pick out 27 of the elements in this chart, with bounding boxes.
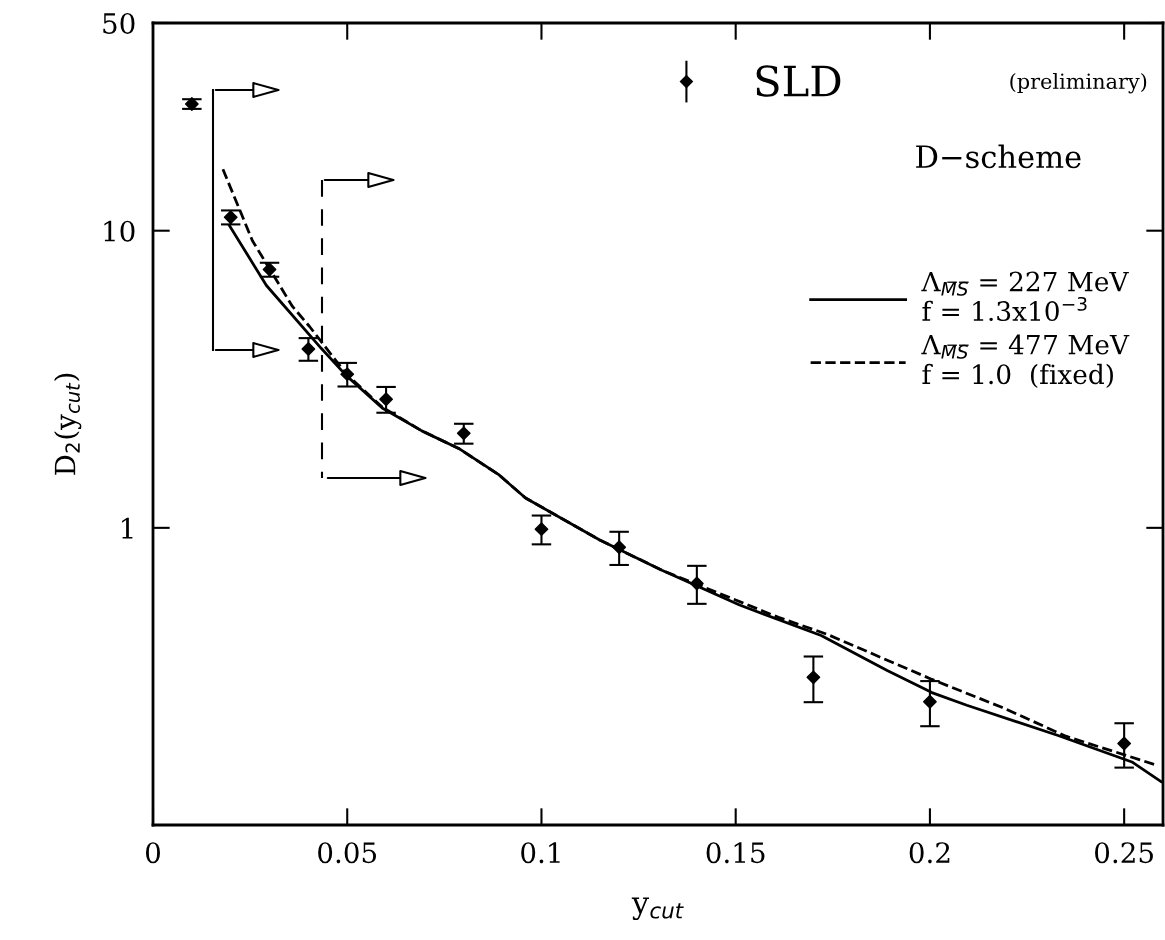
y-axis-title: D$_{2}$(y$_{cut}$) (54, 373, 82, 475)
point (612, 540, 627, 555)
x-tick-label: 0.15 (706, 842, 765, 864)
legend-label: SLD (756, 65, 841, 97)
point (1117, 736, 1132, 751)
x-tick-label: 0.1 (521, 842, 560, 864)
x-tick-label: 0.25 (1095, 842, 1153, 864)
legend-label: Λ$_{M̅S̅}$ = 477 MeV f = 1.0 (fixed) (921, 334, 1130, 389)
legend-label: Λ$_{M̅S̅}$ = 227 MeV f = 1.3x10$^{−3}$ (921, 271, 1129, 322)
point (340, 367, 355, 382)
annotation: D−scheme (916, 144, 1081, 169)
x-tick-label: 0.2 (909, 842, 950, 864)
point (301, 342, 316, 356)
point (262, 262, 277, 277)
point (379, 392, 393, 407)
point (534, 522, 549, 537)
y-tick-label: 1 (122, 517, 133, 539)
y-tick-label: 50 (103, 12, 135, 34)
point (923, 694, 937, 709)
x-tick-label: 0 (145, 842, 160, 864)
point (689, 576, 704, 591)
x-axis-title: y$_{cut}$ (631, 897, 684, 921)
y-tick-label: 10 (104, 220, 135, 242)
x-tick-label: 0.05 (318, 842, 377, 864)
point (806, 670, 821, 685)
point (184, 97, 199, 111)
annotation: (preliminary) (1010, 72, 1147, 94)
